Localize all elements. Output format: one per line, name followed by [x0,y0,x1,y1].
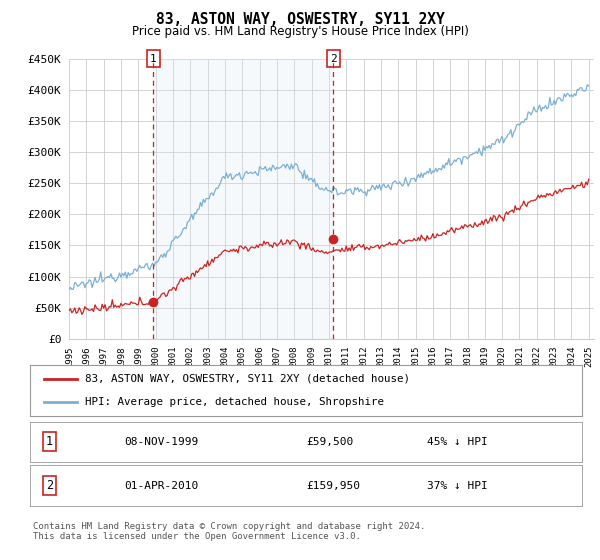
Text: 83, ASTON WAY, OSWESTRY, SY11 2XY (detached house): 83, ASTON WAY, OSWESTRY, SY11 2XY (detac… [85,374,410,384]
Text: 2: 2 [46,479,53,492]
Text: HPI: Average price, detached house, Shropshire: HPI: Average price, detached house, Shro… [85,397,384,407]
Bar [154,59,333,339]
Text: 2: 2 [330,54,337,64]
Text: Contains HM Land Registry data © Crown copyright and database right 2024.
This d: Contains HM Land Registry data © Crown c… [33,522,425,542]
Text: 1: 1 [46,435,53,449]
Text: 37% ↓ HPI: 37% ↓ HPI [427,480,488,491]
Text: £159,950: £159,950 [306,480,360,491]
Text: Price paid vs. HM Land Registry's House Price Index (HPI): Price paid vs. HM Land Registry's House … [131,25,469,38]
Text: 45% ↓ HPI: 45% ↓ HPI [427,437,488,447]
Text: 1: 1 [150,54,157,64]
Text: 01-APR-2010: 01-APR-2010 [124,480,198,491]
Text: £59,500: £59,500 [306,437,353,447]
Text: 08-NOV-1999: 08-NOV-1999 [124,437,198,447]
Text: 83, ASTON WAY, OSWESTRY, SY11 2XY: 83, ASTON WAY, OSWESTRY, SY11 2XY [155,12,445,27]
